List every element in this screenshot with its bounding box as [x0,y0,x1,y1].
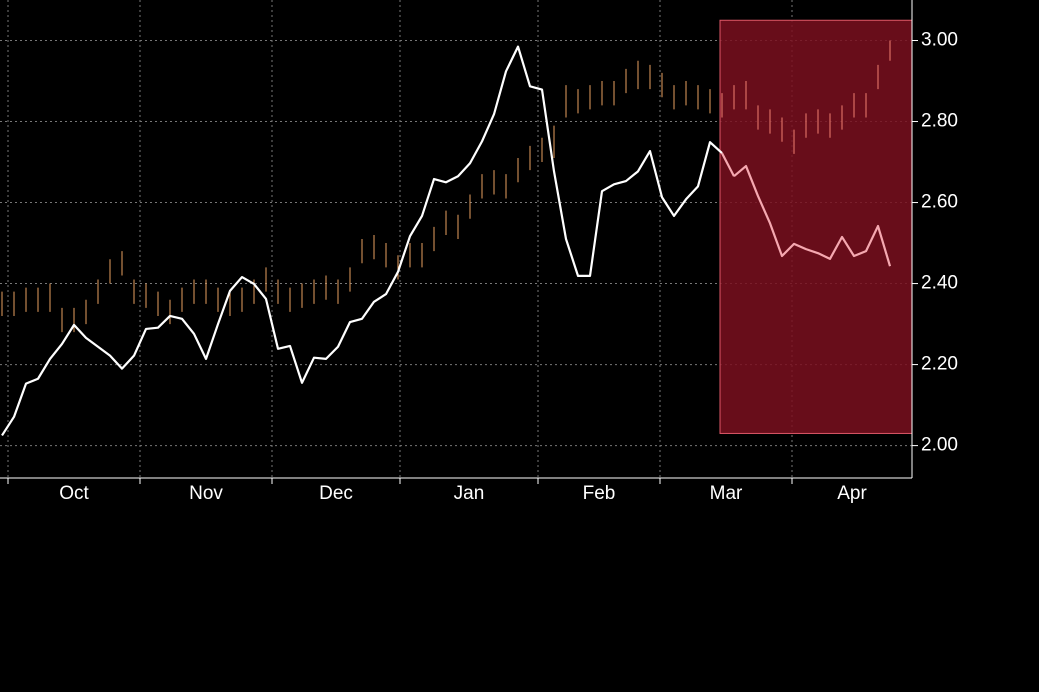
x-tick-label: Nov [189,483,223,504]
line-connector [721,152,735,177]
line-series [1,45,723,437]
x-tick-label: Dec [319,483,353,504]
y-tick-label: 2.60 [921,192,958,213]
y-tick-label: 2.80 [921,111,958,132]
y-tick-label: 2.00 [921,435,958,456]
line-series [733,164,892,267]
y-tick-label: 2.40 [921,273,958,294]
y-tick-label: 2.20 [921,354,958,375]
highlight-region [719,19,913,434]
y-tick-label: 3.00 [921,30,958,51]
x-tick-label: Mar [710,483,743,504]
x-tick-label: Feb [583,483,616,504]
x-tick-label: Apr [837,483,867,504]
x-tick-label: Oct [59,483,89,504]
x-tick-label: Jan [454,483,485,504]
